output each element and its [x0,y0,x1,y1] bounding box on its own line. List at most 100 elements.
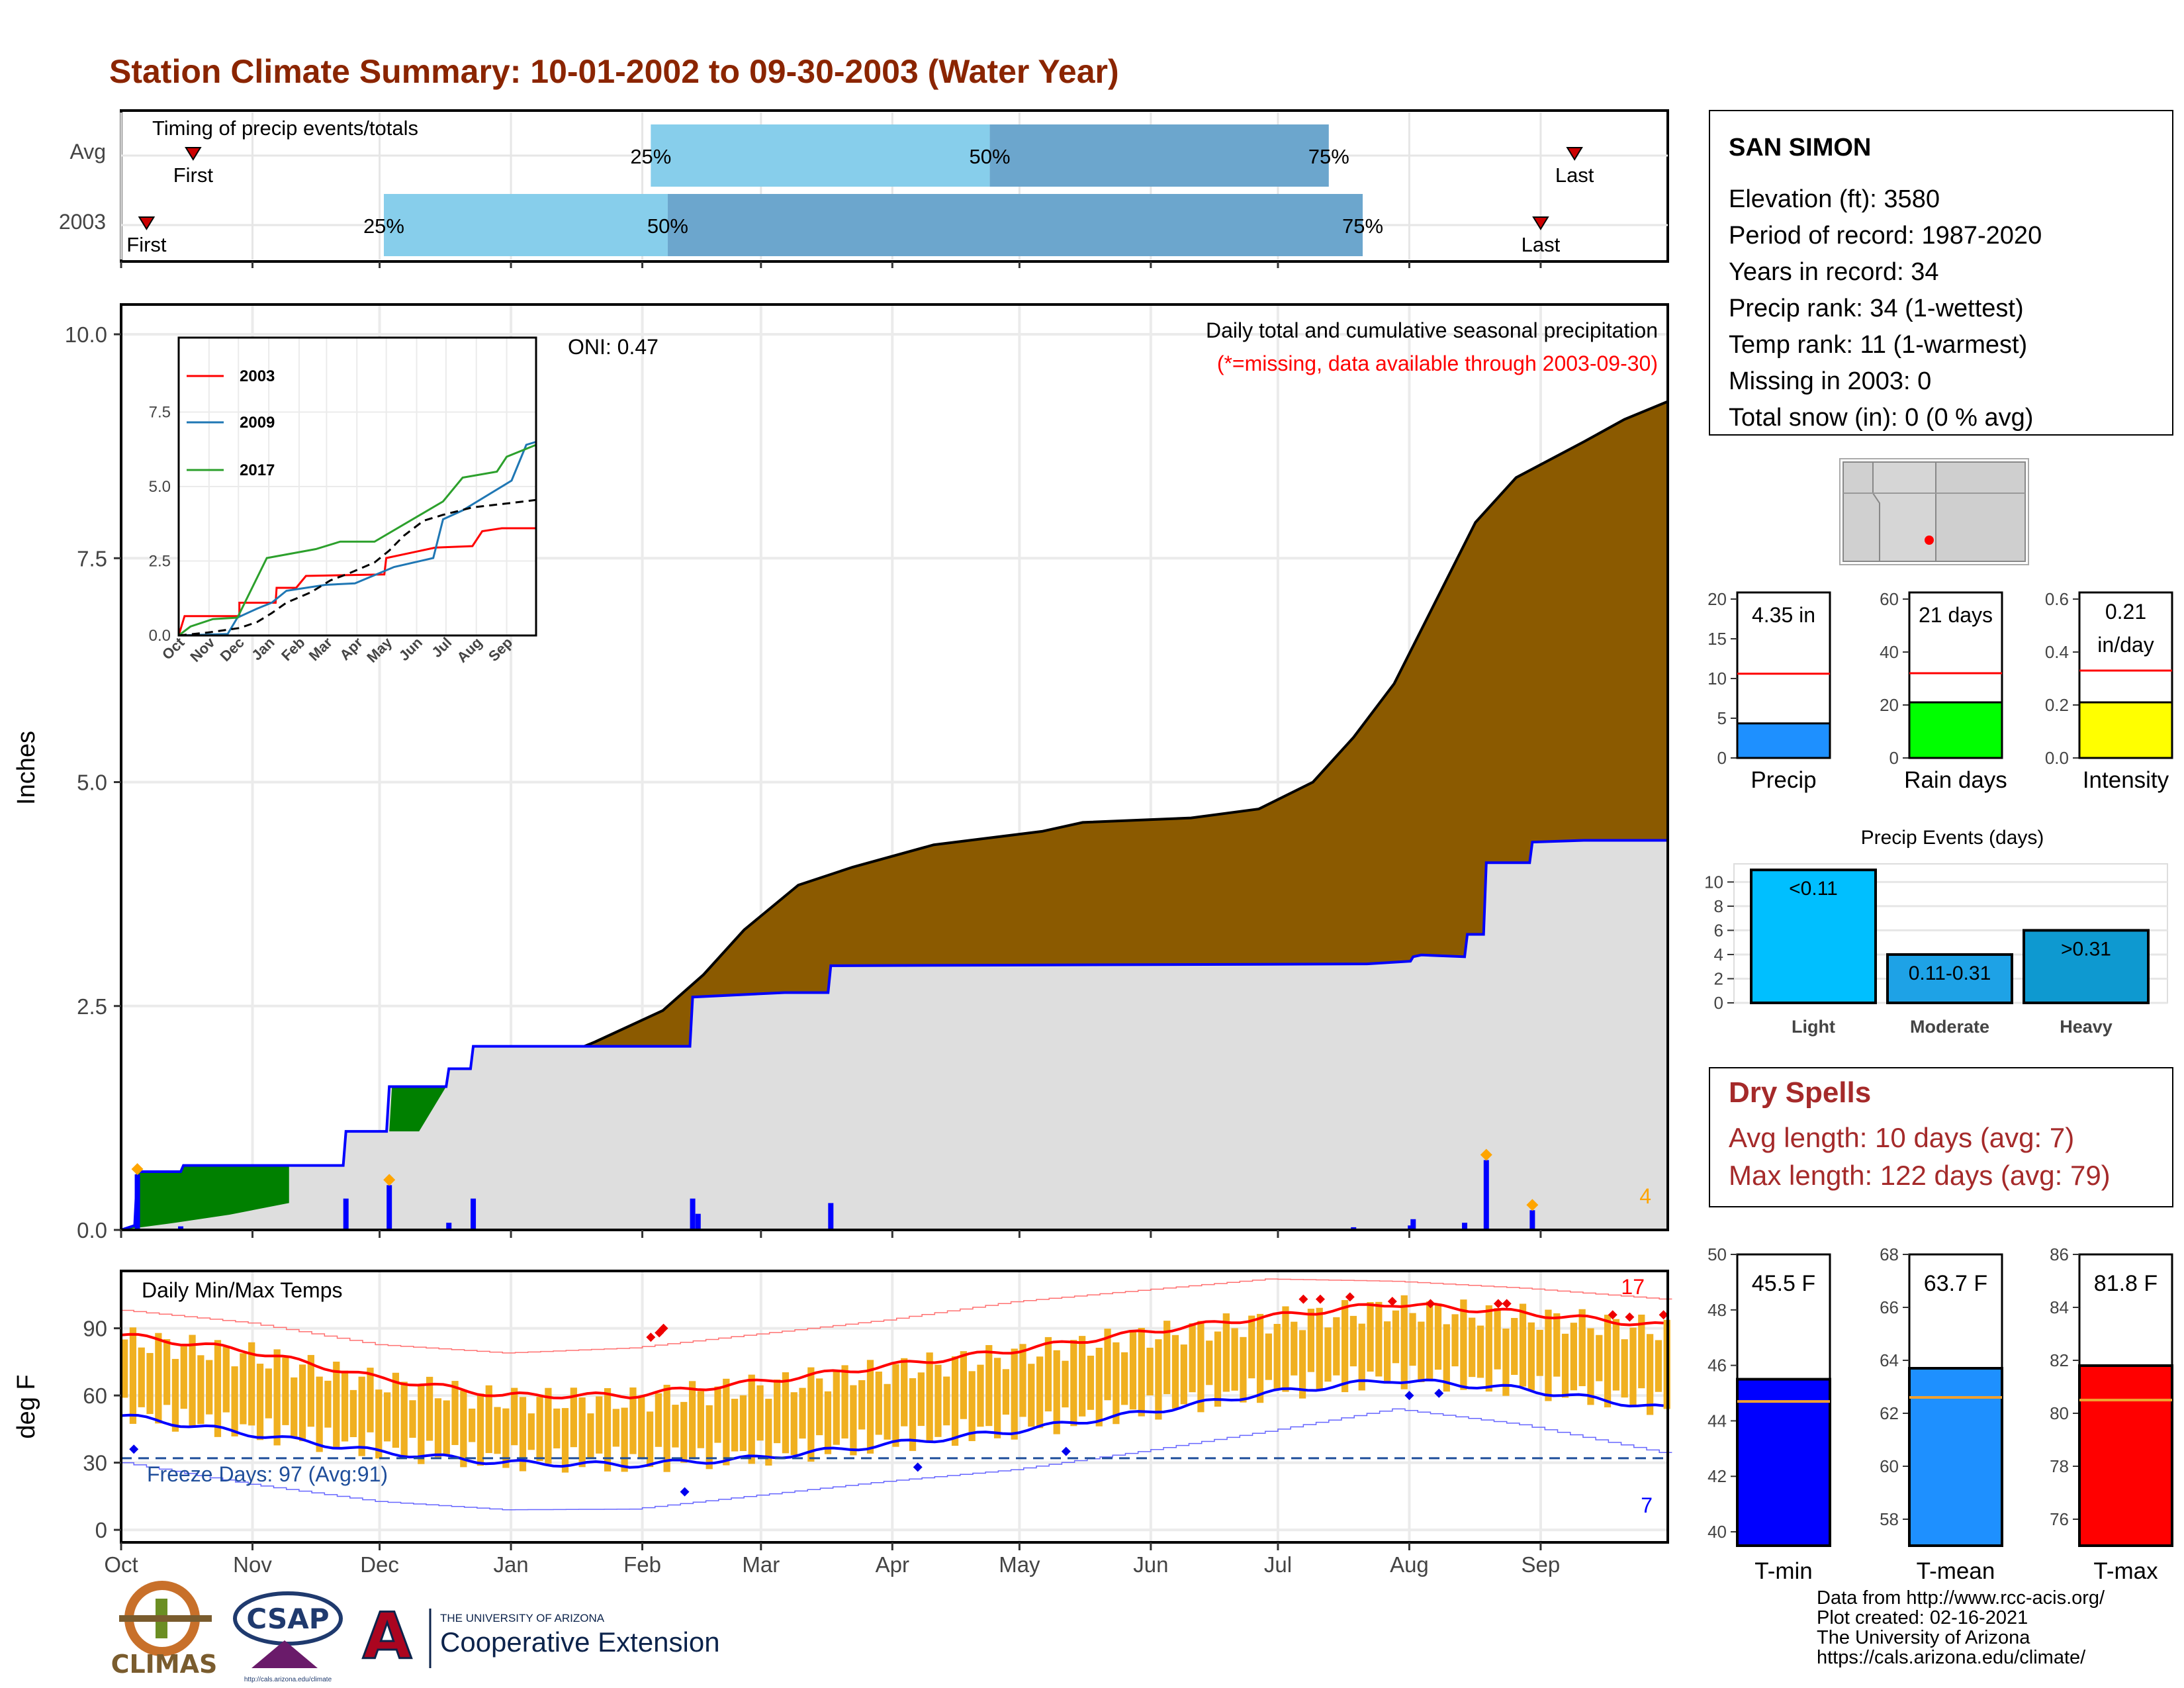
daily-temp-bar [1527,1322,1535,1391]
daily-precip-bar-11 [1410,1219,1416,1230]
dry-spells-title: Dry Spells [1729,1076,1871,1109]
daily-temp-bar [1231,1328,1238,1391]
daily-temp-bar [1121,1352,1128,1405]
inset-legend-label-2009: 2009 [240,414,275,432]
csap-logo-text: CSAP [246,1603,329,1635]
dry-spells-frame [1709,1067,2173,1207]
daily-temp-bar [646,1411,654,1468]
temp-bar-ytick-label-0-1: 42 [1707,1466,1727,1486]
temp-bar-category-2: T-max [2093,1558,2158,1584]
daily-temp-bar [1011,1348,1018,1440]
daily-temp-bar [917,1372,925,1427]
daily-temp-bar [1545,1309,1552,1401]
daily-temp-bar [240,1353,247,1425]
daily-temp-bar [926,1352,933,1441]
daily-temp-bar [519,1397,527,1472]
daily-temp-bar [723,1378,730,1466]
mini-bar-ytick-label-0-3: 15 [1707,629,1727,649]
daily-temp-bar [171,1358,179,1432]
daily-temp-bar [434,1398,442,1458]
month-label-9: Jul [1264,1552,1292,1577]
temp-ytick-label-0: 0 [95,1518,107,1542]
daily-temp-bar [807,1367,815,1462]
daily-temp-bar [316,1376,323,1452]
daily-temp-bar [1341,1299,1349,1393]
record-low-marker-4 [1404,1391,1414,1401]
mini-bar-category-2: Intensity [2083,767,2169,793]
timing-bar-light-2003 [383,194,668,256]
record-high-marker-5 [1345,1292,1355,1302]
daily-temp-bar [1349,1315,1357,1367]
min-record-count: 7 [1641,1493,1653,1517]
mini-bar-ytick-label-2-1: 0.2 [2045,695,2069,715]
daily-temp-bar [1375,1301,1383,1377]
temp-panel: 0 30 60 90 Oct Nov Dec Jan Feb Mar Apr May Jun Jul Au… [13,1270,1672,1577]
temp-bar-ytick-label-1-3: 64 [1880,1350,1899,1370]
daily-temp-bar [629,1387,637,1454]
surplus-area-december [389,1086,447,1132]
daily-temp-bar [1002,1369,1010,1415]
events-bar-label-heavy: >0.31 [2061,938,2111,960]
inset-legend-label-2003: 2003 [240,367,275,385]
month-label-10: Aug [1390,1552,1429,1577]
record-high-marker-0 [646,1333,656,1342]
daily-temp-bar [341,1370,349,1442]
daily-temp-bar [392,1372,400,1448]
footer-source: Data from http://www.rcc-acis.org/ [1817,1587,2105,1609]
daily-temp-bar [688,1381,696,1460]
ua-logo-small: THE UNIVERSITY OF ARIZONA [440,1612,605,1624]
daily-temp-bar [1189,1323,1196,1393]
timing-label-first-Avg: First [173,164,214,187]
daily-temp-bar [1036,1356,1044,1429]
footer: Data from http://www.rcc-acis.org/ Plot … [111,1581,2105,1683]
mini-bar-value-0 [1736,722,1831,759]
timing-bar-dark-2003 [667,194,1363,256]
daily-temp-bar [1392,1310,1400,1364]
events-category-moderate: Moderate [1910,1017,1989,1037]
temp-yaxis: 0 30 60 90 [83,1317,121,1542]
mini-bar-value-label-2: 0.21 [2105,600,2146,624]
precip-ylabel: Inches [13,731,40,805]
temp-bar-category-1: T-mean [1917,1558,1995,1584]
inset-legend-label-2017: 2017 [240,461,275,479]
climas-logo: CLIMAS [111,1581,217,1679]
daily-temp-bar [739,1395,747,1452]
daily-temp-bar [1146,1347,1154,1395]
daily-temp-bar [1171,1335,1179,1409]
mini-bar-ytick-label-2-2: 0.4 [2045,642,2069,662]
daily-precip-bar-8 [828,1203,834,1230]
dry-spells-box: Dry Spells Avg length: 10 days (avg: 7) … [1709,1067,2173,1207]
csap-logo-url: http://cals.arizona.edu/climate [244,1676,332,1683]
daily-temp-bar [731,1399,739,1452]
mini-bar-ytick-label-0-4: 20 [1707,589,1727,609]
events-ytick-label-5: 10 [1704,872,1723,892]
daily-temp-bar [705,1405,713,1470]
daily-precip-bar-0 [134,1174,140,1230]
events-ytick-label-1: 2 [1714,968,1723,988]
daily-temp-bar [1477,1325,1484,1378]
daily-temp-bar [1273,1323,1281,1391]
daily-temp-bar [367,1368,374,1432]
daily-temp-bar [189,1335,196,1426]
events-category-heavy: Heavy [2060,1017,2113,1037]
daily-precip-bar-10 [1408,1225,1414,1230]
daily-temp-bar [943,1376,950,1426]
station-box: SAN SIMON Elevation (ft): 3580 Period of… [1709,110,2173,436]
daily-temp-bar [1062,1360,1069,1408]
temp-bar-ytick-label-2-1: 78 [2050,1456,2069,1476]
daily-temp-bar [748,1374,755,1464]
daily-temp-bar [375,1389,383,1459]
events-ytick-label-3: 6 [1714,920,1723,940]
daily-temp-bar [816,1378,823,1436]
daily-temp-bar [1291,1321,1298,1376]
record-high-marker-10 [1608,1310,1617,1320]
daily-temp-bar [1248,1315,1255,1379]
dry-spells-avg: Avg length: 10 days (avg: 7) [1729,1122,2074,1153]
timing-label-last-2003: Last [1522,233,1561,256]
daily-temp-bar [672,1405,679,1448]
precip-events-title: Precip Events (days) [1861,827,2044,849]
month-label-7: May [999,1552,1040,1577]
temp-bar-ytick-label-0-0: 40 [1707,1522,1727,1542]
temp-ytick-label-3: 90 [83,1317,107,1341]
record-low-marker-3 [1061,1446,1071,1456]
